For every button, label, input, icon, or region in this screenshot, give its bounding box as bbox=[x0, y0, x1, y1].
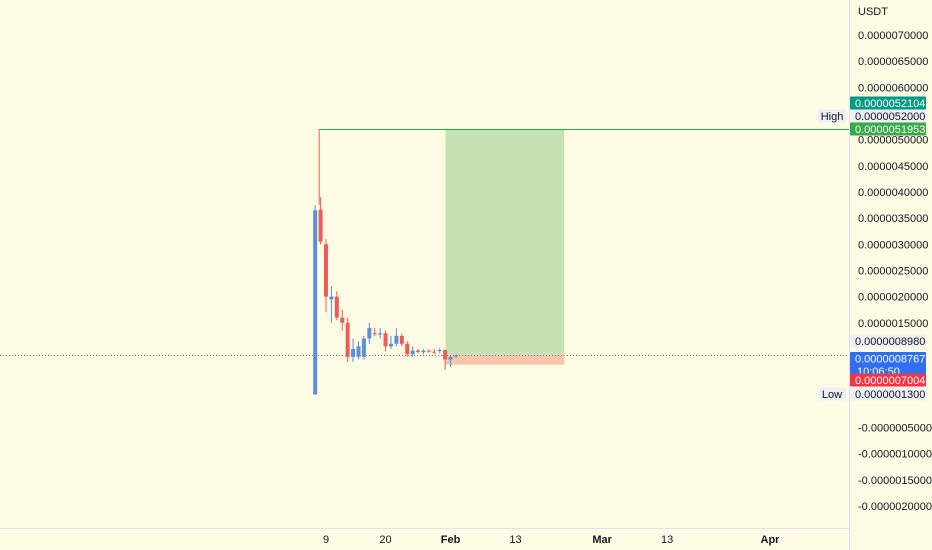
candle-body bbox=[410, 350, 415, 355]
candle-body bbox=[351, 349, 356, 357]
candle-body bbox=[361, 338, 366, 357]
candle-body bbox=[453, 355, 458, 357]
price-tag-label: High bbox=[821, 111, 844, 123]
y-tick-label: -0.0000010000 bbox=[858, 449, 932, 461]
price-tag-value: 0.0000008980 bbox=[855, 336, 925, 348]
price-tag-green bbox=[850, 122, 926, 136]
y-tick-label: 0.0000070000 bbox=[858, 30, 928, 42]
price-tag-value: 0.0000052000 bbox=[855, 111, 925, 123]
y-tick-label: 0.0000020000 bbox=[858, 292, 928, 304]
x-tick-label: 13 bbox=[661, 534, 673, 546]
price-tag-label-bg bbox=[818, 109, 846, 123]
candle-body bbox=[394, 335, 399, 344]
currency-label: USDT bbox=[858, 6, 888, 18]
candle-body bbox=[372, 333, 377, 335]
candle-body bbox=[405, 343, 410, 355]
x-tick-label: Feb bbox=[441, 534, 461, 546]
y-tick-label: 0.0000045000 bbox=[858, 161, 928, 173]
candle-body bbox=[416, 350, 421, 353]
price-tag-label: Low bbox=[822, 389, 842, 401]
candle-body bbox=[448, 356, 453, 360]
candle-body bbox=[388, 343, 393, 347]
candle-body bbox=[324, 244, 328, 297]
y-tick-label: -0.0000005000 bbox=[858, 423, 932, 435]
y-tick-label: -0.0000015000 bbox=[858, 475, 932, 487]
y-tick-label: 0.0000025000 bbox=[858, 266, 928, 278]
candle-body bbox=[437, 350, 442, 352]
y-tick-label: 0.0000040000 bbox=[858, 187, 928, 199]
price-tag-label-bg bbox=[818, 387, 846, 401]
candle-body bbox=[383, 333, 388, 347]
y-tick-label: 0.0000030000 bbox=[858, 239, 928, 251]
x-tick-label: 20 bbox=[379, 534, 391, 546]
price-tag-value: 0.0000052104 bbox=[855, 98, 925, 110]
loss-zone bbox=[445, 354, 565, 365]
y-tick-label: 0.0000035000 bbox=[858, 213, 928, 225]
price-tag-value: 0.0000007004 bbox=[855, 375, 925, 387]
price-tag-value: 0.0000001300 bbox=[855, 389, 925, 401]
x-tick-label: 9 bbox=[323, 534, 329, 546]
candle-body bbox=[329, 296, 334, 300]
profit-zone bbox=[445, 129, 565, 355]
candle-body bbox=[426, 350, 431, 352]
candle-body bbox=[334, 296, 339, 318]
candle-body bbox=[421, 350, 426, 353]
x-tick-label: Mar bbox=[592, 534, 612, 546]
price-tag-teal bbox=[850, 96, 926, 110]
price-tag-value: 0.0000008767 bbox=[855, 354, 925, 366]
price-tag-plain bbox=[850, 334, 926, 348]
candle-body bbox=[356, 346, 361, 357]
x-tick-label: Apr bbox=[761, 534, 781, 546]
price-tag-red bbox=[850, 373, 926, 387]
candle-body bbox=[432, 351, 437, 353]
candle-body bbox=[340, 317, 345, 323]
candle-body bbox=[378, 333, 383, 335]
candle-body bbox=[443, 350, 448, 360]
price-tag-value: 0.0000051953 bbox=[855, 124, 925, 136]
candle-body bbox=[345, 322, 350, 357]
candle-body bbox=[313, 210, 318, 395]
candle-body bbox=[399, 335, 404, 344]
x-tick-label: 13 bbox=[509, 534, 521, 546]
y-tick-label: 0.0000050000 bbox=[858, 135, 928, 147]
price-tag-plain bbox=[850, 109, 926, 123]
candle-body bbox=[318, 209, 323, 242]
y-tick-label: -0.0000020000 bbox=[858, 501, 932, 513]
y-tick-label: 0.0000015000 bbox=[858, 318, 928, 330]
y-tick-label: 0.0000060000 bbox=[858, 82, 928, 94]
price-tag-blue bbox=[850, 352, 926, 378]
price-tag-plain bbox=[850, 387, 926, 401]
candle-body bbox=[367, 328, 372, 339]
y-tick-label: 0.0000065000 bbox=[858, 56, 928, 68]
